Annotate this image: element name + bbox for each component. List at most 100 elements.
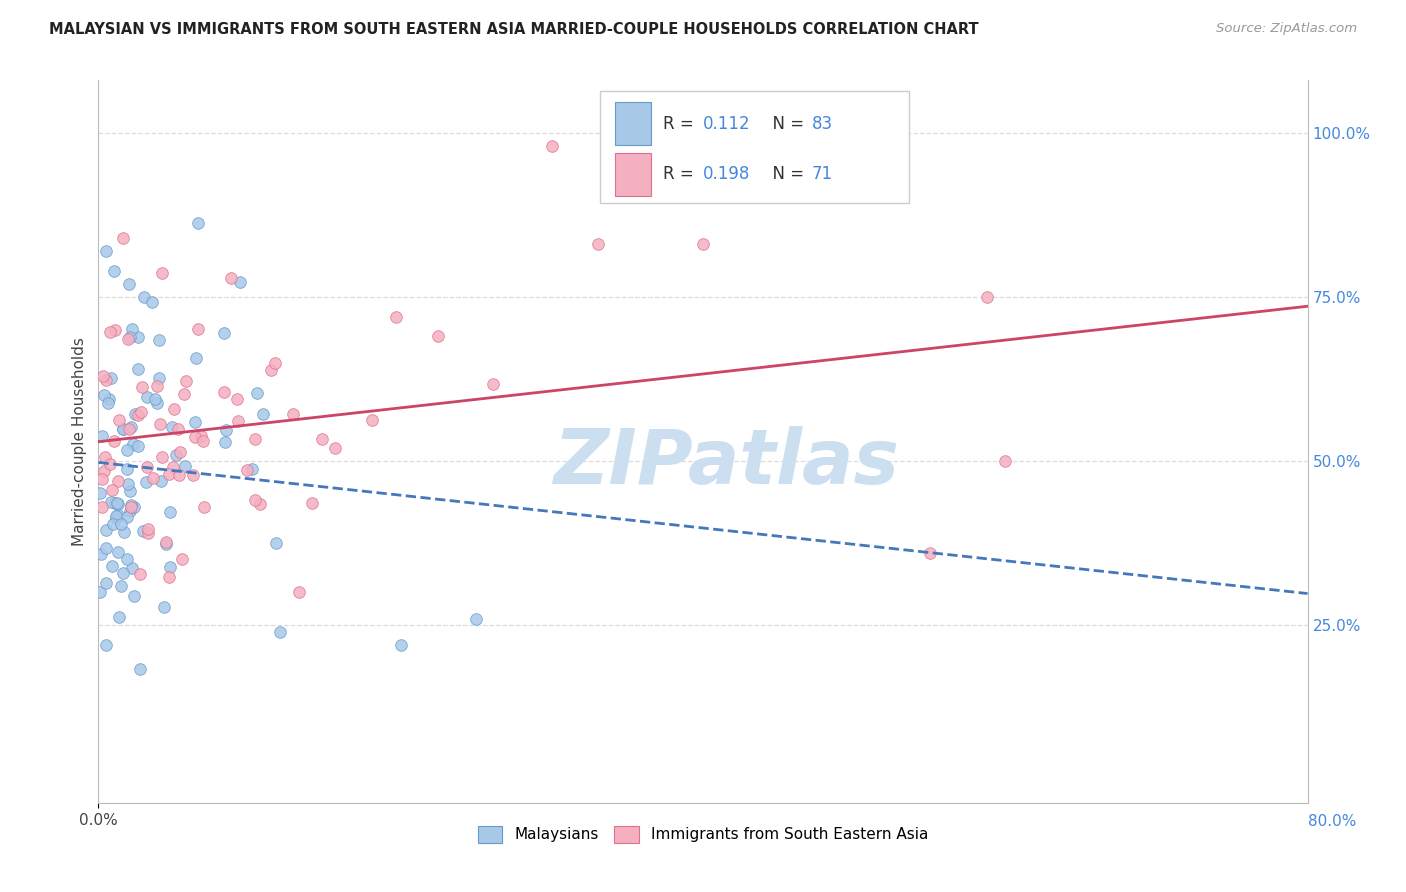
Point: [540, 139, 562, 153]
Point: [162, 460, 184, 475]
Point: [129, 405, 152, 419]
Point: [108, 610, 131, 624]
Point: [155, 535, 177, 549]
Point: [141, 294, 163, 309]
Point: [311, 432, 333, 446]
Point: [117, 509, 139, 524]
Point: [236, 462, 259, 476]
Point: [105, 496, 128, 510]
Point: [127, 408, 149, 422]
FancyBboxPatch shape: [600, 91, 908, 203]
Point: [115, 552, 138, 566]
Point: [93, 388, 115, 402]
Point: [163, 401, 186, 416]
FancyBboxPatch shape: [614, 153, 651, 196]
Point: [165, 448, 187, 462]
Point: [193, 434, 215, 448]
Point: [100, 371, 122, 385]
Point: [121, 561, 143, 575]
Point: [174, 374, 197, 388]
Point: [110, 579, 132, 593]
Point: [129, 567, 152, 582]
Point: [249, 497, 271, 511]
Point: [136, 525, 159, 540]
Point: [98, 325, 121, 339]
Point: [120, 504, 142, 518]
Text: 0.112: 0.112: [703, 115, 751, 133]
Point: [184, 351, 207, 365]
Point: [100, 495, 122, 509]
Point: [212, 326, 235, 340]
Point: [122, 500, 145, 514]
Point: [152, 600, 174, 615]
Point: [135, 460, 157, 475]
Point: [385, 310, 408, 325]
Point: [159, 505, 181, 519]
Point: [193, 500, 215, 514]
Text: N =: N =: [762, 115, 810, 133]
Point: [112, 525, 135, 540]
Point: [264, 356, 287, 370]
Point: [288, 585, 311, 599]
Point: [167, 468, 190, 483]
Point: [245, 432, 267, 446]
Point: [94, 450, 117, 464]
Text: R =: R =: [664, 115, 699, 133]
Point: [91, 471, 114, 485]
Point: [94, 244, 117, 258]
Point: [103, 434, 125, 449]
Point: [107, 545, 129, 559]
Point: [120, 483, 142, 498]
Point: [93, 464, 115, 478]
Point: [112, 231, 135, 245]
Point: [129, 662, 152, 676]
Point: [146, 396, 169, 410]
Point: [692, 237, 714, 252]
Point: [127, 439, 149, 453]
Point: [240, 462, 263, 476]
Text: ZIPatlas: ZIPatlas: [554, 426, 900, 500]
Point: [149, 417, 172, 431]
Point: [91, 428, 114, 442]
Point: [360, 413, 382, 427]
Point: [120, 500, 142, 515]
Point: [91, 368, 114, 383]
Point: [181, 468, 204, 483]
Point: [143, 392, 166, 406]
Point: [148, 333, 170, 347]
Point: [94, 638, 117, 652]
Point: [103, 323, 125, 337]
Point: [104, 496, 127, 510]
Point: [132, 524, 155, 539]
Point: [110, 516, 132, 531]
Point: [142, 470, 165, 484]
Point: [146, 379, 169, 393]
Point: [150, 266, 173, 280]
Point: [246, 385, 269, 400]
Point: [101, 483, 124, 497]
Point: [97, 396, 120, 410]
Text: 80.0%: 80.0%: [1309, 814, 1357, 829]
Text: 83: 83: [811, 115, 832, 133]
Point: [90, 547, 112, 561]
Point: [150, 474, 173, 488]
Point: [136, 522, 159, 536]
Point: [111, 422, 134, 436]
Point: [127, 361, 149, 376]
Point: [389, 638, 412, 652]
Point: [98, 458, 121, 472]
Text: 71: 71: [811, 165, 832, 183]
Y-axis label: Married-couple Households: Married-couple Households: [72, 337, 87, 546]
Point: [173, 387, 195, 401]
Point: [120, 498, 142, 512]
Point: [301, 496, 323, 510]
Point: [219, 271, 242, 285]
Point: [150, 450, 173, 465]
Point: [187, 216, 209, 230]
Point: [259, 363, 281, 377]
Point: [132, 290, 155, 304]
Point: [101, 558, 124, 573]
Point: [160, 420, 183, 434]
Text: 0.198: 0.198: [703, 165, 751, 183]
Point: [97, 392, 120, 407]
